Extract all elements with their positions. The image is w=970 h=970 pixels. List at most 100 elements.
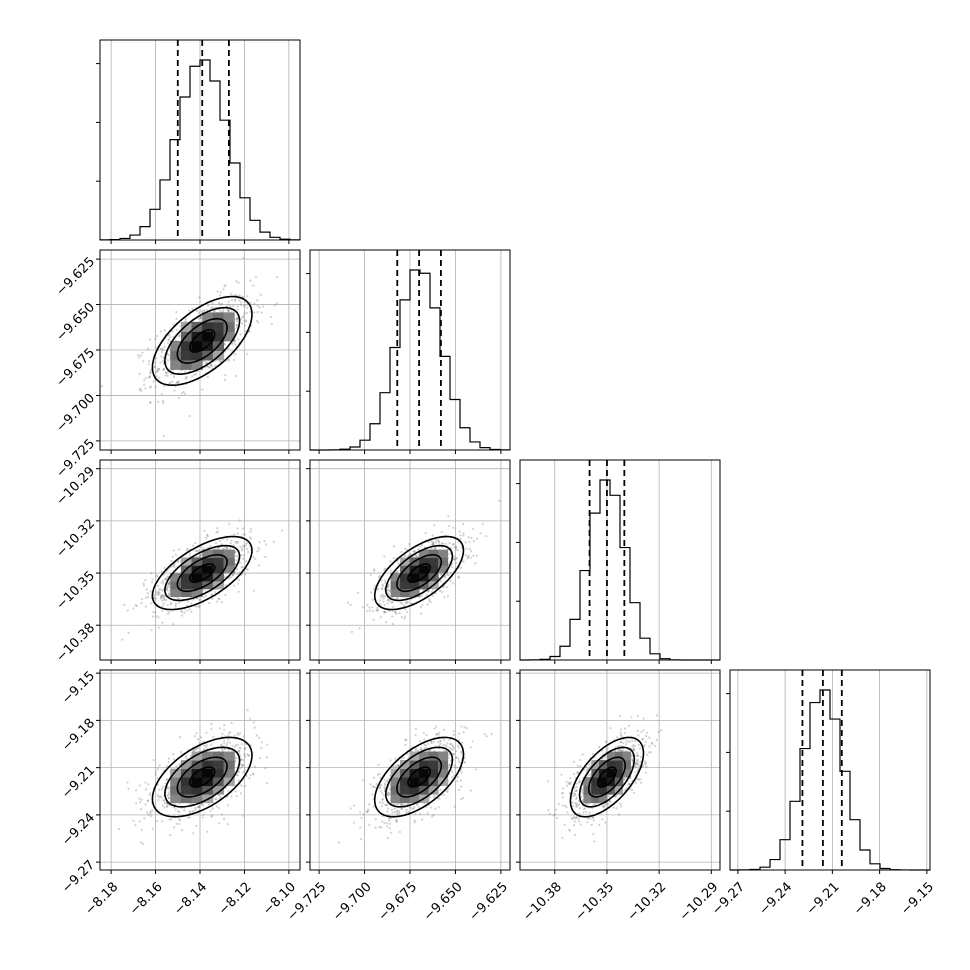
sample-point xyxy=(162,799,165,802)
sample-point xyxy=(184,317,187,321)
sample-point xyxy=(270,322,273,325)
sample-point xyxy=(380,804,384,808)
sample-point xyxy=(557,802,560,805)
sample-point xyxy=(396,560,399,563)
sample-point xyxy=(225,743,228,746)
sample-point xyxy=(220,747,224,751)
sample-point xyxy=(135,802,138,805)
sample-point xyxy=(161,347,164,350)
sample-point xyxy=(574,833,577,837)
sample-point xyxy=(397,809,400,813)
sample-point xyxy=(614,749,617,752)
sample-point xyxy=(149,371,152,374)
sample-point xyxy=(430,740,433,743)
sample-point xyxy=(388,600,392,603)
sample-point xyxy=(429,749,432,752)
sample-point xyxy=(394,765,398,768)
sample-point xyxy=(451,566,454,569)
sample-point xyxy=(245,774,248,778)
sample-point xyxy=(381,583,384,586)
sample-point xyxy=(134,824,137,827)
sample-point xyxy=(138,372,141,375)
sample-point xyxy=(238,299,241,302)
sample-point xyxy=(195,732,198,735)
sample-point xyxy=(197,747,200,750)
sample-point xyxy=(439,739,442,743)
sample-point xyxy=(249,774,252,777)
sample-point xyxy=(243,747,246,751)
sample-point xyxy=(200,309,203,312)
sample-point xyxy=(451,543,455,546)
sample-point xyxy=(156,367,159,370)
sample-point xyxy=(246,353,249,356)
sample-point xyxy=(149,385,152,388)
sample-point xyxy=(388,793,391,796)
sample-point xyxy=(155,574,158,577)
sample-point xyxy=(230,722,233,725)
sample-point xyxy=(481,522,484,526)
sample-point xyxy=(198,554,201,558)
sample-point xyxy=(391,622,394,626)
sample-point xyxy=(404,554,407,558)
sample-point xyxy=(381,585,384,588)
density-cell xyxy=(390,573,401,582)
sample-point xyxy=(166,586,169,590)
sample-point xyxy=(188,555,192,558)
sample-point xyxy=(150,814,153,818)
sample-point xyxy=(413,806,416,809)
sample-point xyxy=(419,612,423,615)
sample-point xyxy=(266,743,269,746)
sample-point xyxy=(166,575,169,578)
sample-point xyxy=(387,598,390,602)
sample-point xyxy=(264,555,267,558)
sample-point xyxy=(172,549,175,552)
sample-point xyxy=(252,589,255,592)
sample-point xyxy=(366,603,369,607)
sample-point xyxy=(162,368,165,371)
sample-point xyxy=(167,593,171,596)
sample-point xyxy=(168,611,171,614)
sample-point xyxy=(368,803,371,806)
sample-point xyxy=(240,784,243,787)
sample-point xyxy=(203,529,206,532)
density-cell xyxy=(191,785,203,795)
sample-point xyxy=(225,305,229,308)
sample-point xyxy=(635,760,638,763)
sample-point xyxy=(443,749,446,753)
sample-point xyxy=(141,842,145,846)
sample-point xyxy=(147,363,150,366)
sample-point xyxy=(394,611,397,614)
sample-point xyxy=(453,557,456,560)
sample-point xyxy=(229,731,232,734)
sample-point xyxy=(230,292,233,295)
sample-point xyxy=(449,743,453,746)
sample-point xyxy=(395,766,398,769)
sample-point xyxy=(240,765,243,768)
sample-point xyxy=(457,575,460,579)
hist-panel-2 xyxy=(516,459,721,664)
sample-point xyxy=(154,346,157,349)
sample-point xyxy=(165,585,168,588)
sample-point xyxy=(408,553,412,557)
sample-point xyxy=(406,752,409,756)
sample-point xyxy=(167,793,170,796)
sample-point xyxy=(170,818,173,821)
sample-point xyxy=(392,545,396,548)
sample-point xyxy=(162,588,165,591)
sample-point xyxy=(397,764,400,768)
contour-line xyxy=(176,317,228,364)
sample-point xyxy=(157,798,160,802)
sample-point xyxy=(432,543,435,546)
sample-point xyxy=(447,788,450,791)
sample-point xyxy=(468,540,471,544)
sample-point xyxy=(455,557,458,560)
contour-line xyxy=(151,736,253,818)
density-cell xyxy=(180,785,193,795)
density-cell xyxy=(202,549,214,558)
sample-point xyxy=(365,810,368,813)
density-cell xyxy=(202,751,214,761)
sample-point xyxy=(280,529,284,532)
density-cell xyxy=(170,777,182,787)
sample-point xyxy=(178,334,181,337)
sample-point xyxy=(386,779,389,782)
